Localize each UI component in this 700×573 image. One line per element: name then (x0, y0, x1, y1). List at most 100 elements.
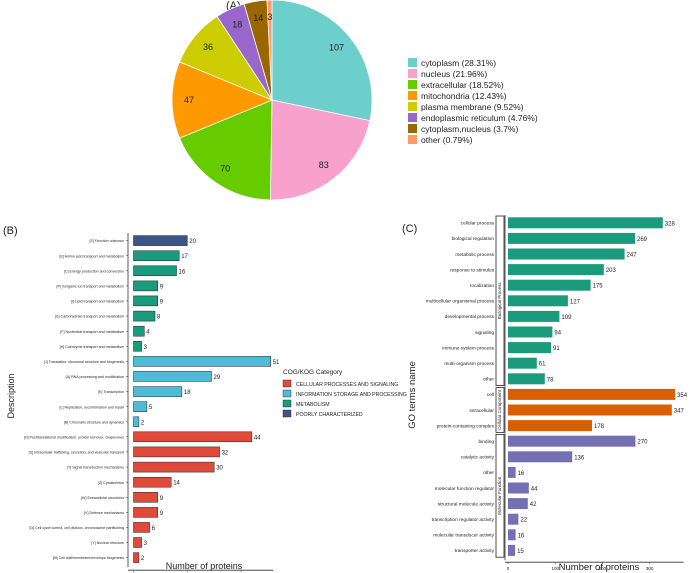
go-bar-value: 44 (531, 487, 538, 493)
cog-bar-value: 9 (160, 511, 164, 517)
cog-bar (133, 461, 215, 473)
cog-legend-title: COG/KOG Category (283, 369, 343, 376)
cog-category-label: [Y] Nuclear structure (91, 541, 124, 545)
cog-bar-value: 9 (160, 284, 164, 290)
go-category-label: transporter activity (455, 548, 495, 554)
cog-category-label: [M] Cell wall/membrane/envelope biogenes… (53, 556, 125, 560)
pie-legend-swatch (408, 113, 417, 122)
cog-bar (133, 446, 220, 458)
cog-bar-value: 6 (152, 526, 156, 532)
cog-bar (133, 295, 158, 307)
cog-legend-swatch (282, 399, 292, 408)
cog-bar-value: 4 (146, 330, 150, 336)
cog-bar-value: 8 (157, 315, 161, 321)
cog-bar (133, 401, 148, 412)
pie-slice-label: 83 (319, 160, 329, 170)
go-bar-value: 136 (574, 455, 585, 461)
go-group-label: Cellular Component (497, 389, 502, 430)
pie-chart: 107 83 70 47 36 18 14 3 (171, 0, 373, 201)
go-bar (508, 232, 635, 244)
cog-bar-chart: 20 [S] Function unknown 17 [E] Amino acid t… (6, 233, 280, 573)
go-category-label: localization (470, 283, 494, 289)
pie-legend-label: plasma membrane (9.52%) (421, 102, 524, 112)
cog-category-label: [L] Replication, recombination and repai… (59, 405, 124, 409)
go-category-label: immune system process (442, 345, 494, 351)
pie-slice-label: 70 (220, 164, 230, 174)
pie-legend-label: cytoplasm (28.31%) (421, 58, 496, 68)
go-x-tick-label: 0 (507, 566, 510, 571)
cog-category-label: [T] Signal transduction mechanisms (67, 466, 124, 470)
pie-slice-label: 14 (253, 13, 263, 23)
cog-legend-label: METABOLISM (296, 402, 330, 408)
pie-legend-swatch (408, 135, 417, 144)
cog-category-label: [P] Inorganic ion transport and metaboli… (56, 285, 124, 289)
cog-bar (133, 416, 140, 428)
pie-legend-swatch (408, 124, 417, 133)
cog-x-axis-title: Number of proteins (166, 561, 243, 571)
cog-category-label: [E] Amino acid transport and metabolism (59, 254, 124, 258)
cog-category-label: [Z] Cytoskeleton (98, 481, 124, 485)
cog-bar (133, 386, 183, 397)
go-group-label: Biological Process (497, 282, 502, 320)
pie-legend-label: mitochondria (12.43%) (421, 91, 507, 101)
go-category-label: developmental process (445, 314, 495, 320)
go-bar (508, 451, 573, 463)
pie-slice-label: 107 (329, 43, 344, 53)
go-bar (508, 295, 568, 307)
go-category-label: molecular transducer activity (433, 533, 494, 539)
cog-category-label: [F] Nucleotide transport and metabolism (60, 330, 124, 334)
go-category-label: cellular process (461, 221, 495, 227)
go-bar (508, 498, 528, 510)
pie-slice-label: 36 (203, 42, 213, 52)
pie-slice-label: 3 (267, 12, 272, 22)
cog-bar-value: 9 (160, 496, 164, 502)
pie-legend-label: extracellular (18.52%) (421, 80, 504, 90)
cog-bar-value: 3 (144, 541, 148, 547)
pie-legend-swatch (408, 58, 417, 67)
go-bar-value: 247 (627, 253, 638, 259)
go-category-label: signaling (475, 330, 494, 336)
cog-bar (133, 356, 271, 367)
cog-bar (133, 341, 142, 352)
go-group-label: Molecular Function (497, 476, 502, 515)
go-category-label: protein-containing complex (437, 423, 495, 429)
go-bar-value: 178 (594, 424, 605, 430)
cog-bar-value: 20 (189, 239, 196, 245)
go-bar (508, 279, 591, 291)
pie-legend-label: cytoplasm,nucleus (3.7%) (421, 124, 518, 134)
go-bar-value: 16 (518, 533, 525, 539)
go-bar-value: 91 (553, 346, 560, 352)
go-category-label: response to stimulus (450, 267, 495, 273)
go-bar-value: 16 (518, 471, 525, 477)
pie-legend-swatch (408, 80, 417, 89)
cog-category-label: [J] Translation, ribosomal structure and… (44, 360, 124, 364)
go-bar (508, 482, 529, 494)
cog-category-label: [G] Carbohydrate transport and metabolis… (55, 315, 124, 319)
go-bar (508, 420, 592, 432)
pie-legend-swatch (408, 69, 417, 78)
cog-category-label: [H] Coenzyme transport and metabolism (60, 345, 124, 349)
pie-legend-swatch (408, 102, 417, 111)
go-bar (508, 373, 545, 385)
cog-legend: COG/KOG Category CELLULAR PROCESSES AND S… (282, 369, 407, 418)
panel-label-c: (C) (402, 223, 417, 235)
cog-category-label: [O] Posttranslational modification, prot… (24, 435, 124, 439)
cog-bar (133, 265, 177, 277)
go-bar-value: 328 (665, 221, 676, 227)
go-bar (508, 310, 560, 322)
go-x-tick-label: 200 (599, 566, 607, 571)
go-bar-value: 127 (570, 299, 581, 305)
pie-legend: cytoplasm (28.31%)nucleus (21.96%)extrac… (408, 58, 538, 145)
go-y-axis-title: GO terms name (407, 361, 418, 429)
cog-bar (133, 507, 158, 518)
cog-bar-value: 30 (216, 466, 223, 472)
go-group-bracket (495, 215, 505, 387)
cog-bar (133, 492, 158, 503)
go-bar-value: 94 (554, 331, 561, 337)
go-group-bracket (495, 433, 505, 558)
go-bar (508, 544, 516, 556)
cog-category-label: [W] Extracellular structures (81, 496, 124, 500)
go-bar (508, 264, 604, 276)
go-bar-value: 42 (530, 502, 537, 508)
